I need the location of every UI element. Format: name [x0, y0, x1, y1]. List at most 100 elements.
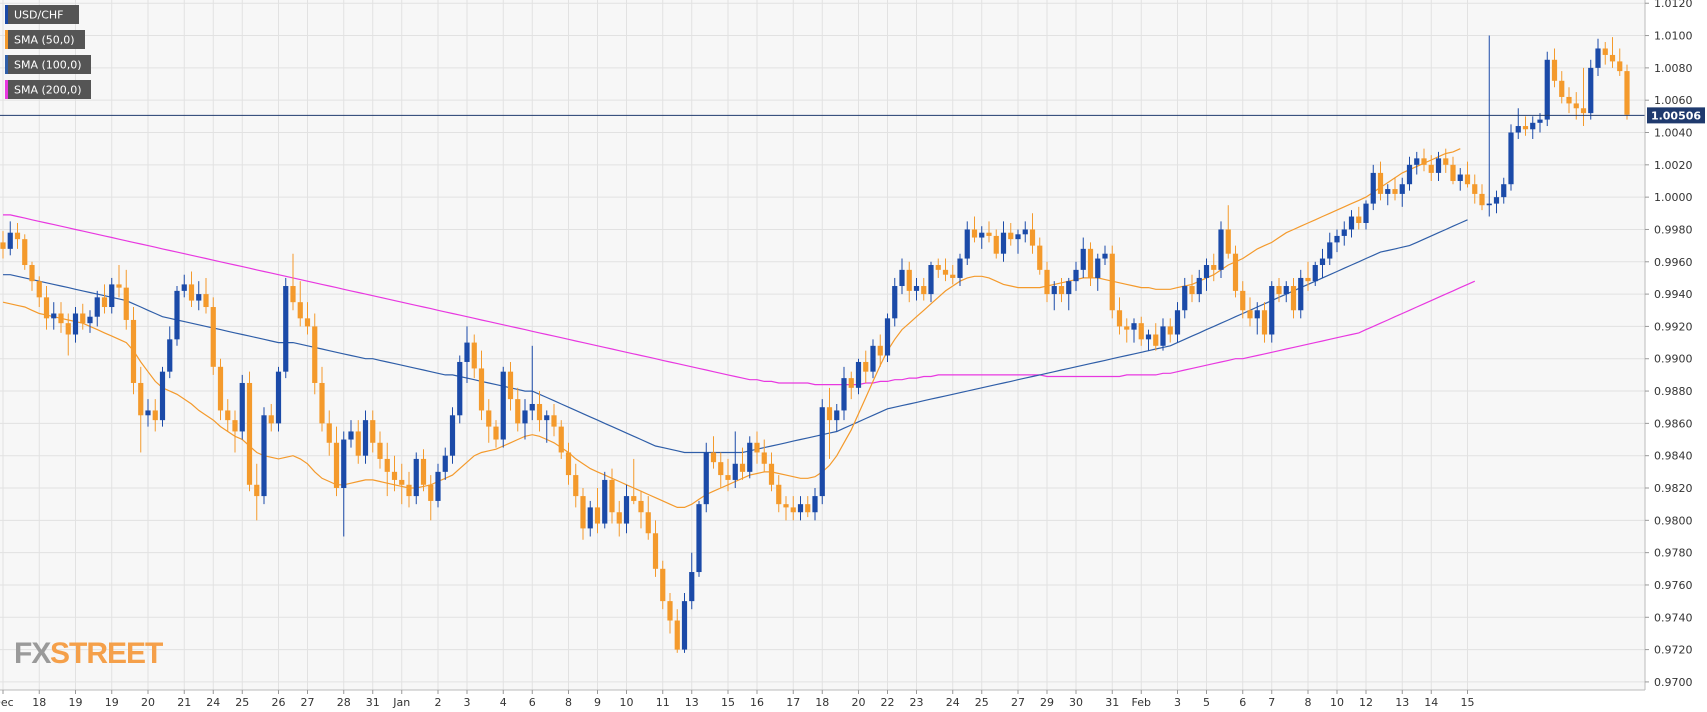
- candle-body-bearish: [652, 533, 659, 569]
- candle-body-bearish: [1392, 189, 1398, 194]
- candle-body-bullish: [341, 439, 347, 489]
- x-tick-label: 8: [1305, 696, 1312, 709]
- candle-body-bearish: [1290, 286, 1297, 311]
- x-tick-label: 15: [721, 696, 735, 709]
- legend-swatch: [5, 55, 8, 74]
- candle-body-bearish: [594, 507, 601, 524]
- candle-body-bullish: [1385, 189, 1391, 194]
- x-tick-label: 16: [750, 696, 764, 709]
- candle-body-bearish: [986, 232, 992, 236]
- candle-body-bullish: [1283, 286, 1289, 295]
- x-tick-label: 21: [177, 696, 191, 709]
- x-tick-label: 23: [910, 696, 924, 709]
- candle-body-bullish: [1218, 229, 1224, 270]
- candle-body-bearish: [1450, 164, 1456, 181]
- candle-body-bullish: [928, 265, 934, 295]
- candle-body-bearish: [660, 568, 666, 602]
- candle-body-bearish: [370, 420, 376, 443]
- candle-body-bearish: [1602, 48, 1608, 55]
- y-tick-label: 0.9700: [1654, 676, 1693, 689]
- legend-label: SMA (200,0): [14, 84, 82, 97]
- candle-body-bearish: [123, 287, 129, 320]
- candle-body-bearish: [319, 382, 325, 424]
- candle-body-bullish: [732, 463, 738, 480]
- x-tick-label: 17: [786, 696, 800, 709]
- candle-body-bearish: [203, 294, 209, 308]
- candle-body-bearish: [1580, 108, 1587, 114]
- candle-body-bearish: [877, 345, 883, 356]
- x-tick-label: 3: [1174, 696, 1181, 709]
- candle-body-bearish: [304, 318, 311, 327]
- x-tick-label: 15: [1461, 696, 1475, 709]
- candle-body-bearish: [326, 423, 332, 443]
- x-tick-label: 29: [1040, 696, 1054, 709]
- fxstreet-watermark: FX STREET: [14, 637, 164, 670]
- legend: USD/CHF SMA (50,0) SMA (100,0) SMA (200,0): [5, 5, 91, 99]
- candle-body-bullish: [623, 496, 630, 524]
- candle-body-bearish: [776, 484, 782, 505]
- legend-item: SMA (200,0): [5, 80, 91, 99]
- candle-body-bearish: [384, 458, 390, 472]
- candle-body-bullish: [1334, 235, 1340, 243]
- candle-body-bearish: [674, 620, 680, 650]
- x-tick-label: 28: [337, 696, 351, 709]
- x-tick-label: 20: [852, 696, 866, 709]
- x-tick-label: 10: [1330, 696, 1344, 709]
- candle-body-bearish: [471, 342, 477, 369]
- candle-body-bullish: [1051, 286, 1057, 295]
- candle-body-bearish: [130, 319, 137, 383]
- candle-body-bullish: [1370, 172, 1376, 204]
- x-tick-label: Dec: [0, 696, 14, 709]
- candle-body-bullish: [1131, 323, 1137, 330]
- candle-body-bullish: [1080, 248, 1086, 270]
- legend-label: SMA (100,0): [14, 59, 82, 72]
- candle-body-bearish: [1109, 253, 1115, 311]
- candle-body-bearish: [254, 484, 260, 497]
- legend-swatch: [5, 80, 8, 99]
- candle-body-bearish: [573, 475, 579, 497]
- x-tick-label: 19: [105, 696, 119, 709]
- x-tick-label: 22: [881, 696, 895, 709]
- candle-body-bearish: [138, 382, 144, 416]
- candle-body-bullish: [7, 232, 13, 249]
- candle-body-bearish: [1037, 245, 1043, 270]
- candle-body-bullish: [109, 284, 115, 308]
- candle-body-bearish: [1624, 71, 1630, 115]
- candle-body-bearish: [29, 265, 35, 282]
- candle-body-bullish: [1196, 277, 1202, 295]
- candle-body-bullish: [1015, 234, 1021, 240]
- candle-body-bullish: [979, 232, 985, 238]
- candle-body-bearish: [312, 326, 318, 383]
- y-tick-label: 0.9840: [1654, 450, 1693, 463]
- candle-body-bearish: [935, 265, 941, 270]
- candle-body-bullish: [689, 572, 695, 602]
- candle-body-bullish: [1327, 242, 1333, 259]
- y-tick-label: 1.0040: [1654, 127, 1693, 140]
- y-tick-label: 0.9720: [1654, 644, 1693, 657]
- candle-body-bearish: [22, 239, 28, 266]
- candle-body-bearish: [768, 463, 775, 485]
- candle-body-bullish: [1022, 229, 1028, 235]
- legend-label: USD/CHF: [14, 9, 64, 22]
- candle-body-bearish: [1044, 269, 1050, 295]
- candle-body-bearish: [246, 382, 253, 485]
- candle-body-bearish: [1522, 126, 1529, 130]
- candle-body-bearish: [761, 452, 767, 464]
- y-tick-label: 1.0100: [1654, 30, 1693, 43]
- candle-body-bearish: [116, 284, 122, 288]
- candle-body-bullish: [696, 504, 702, 573]
- legend-item: SMA (100,0): [5, 55, 91, 74]
- x-tick-label: 13: [1395, 696, 1409, 709]
- candle-body-bullish: [1501, 184, 1507, 198]
- candle-body-bullish: [1537, 119, 1543, 123]
- x-tick-label: 12: [1359, 696, 1373, 709]
- candle-body-bullish: [1457, 174, 1463, 181]
- candle-body-bullish: [1298, 277, 1304, 311]
- candle-body-bullish: [72, 313, 79, 335]
- y-tick-label: 0.9900: [1654, 353, 1693, 366]
- candle-body-bearish: [1124, 326, 1130, 330]
- current-price-tag: 1.00506: [1647, 107, 1705, 124]
- x-tick-label: 9: [594, 696, 601, 709]
- candle-body-bearish: [152, 410, 158, 421]
- candle-body-bearish: [1356, 216, 1362, 223]
